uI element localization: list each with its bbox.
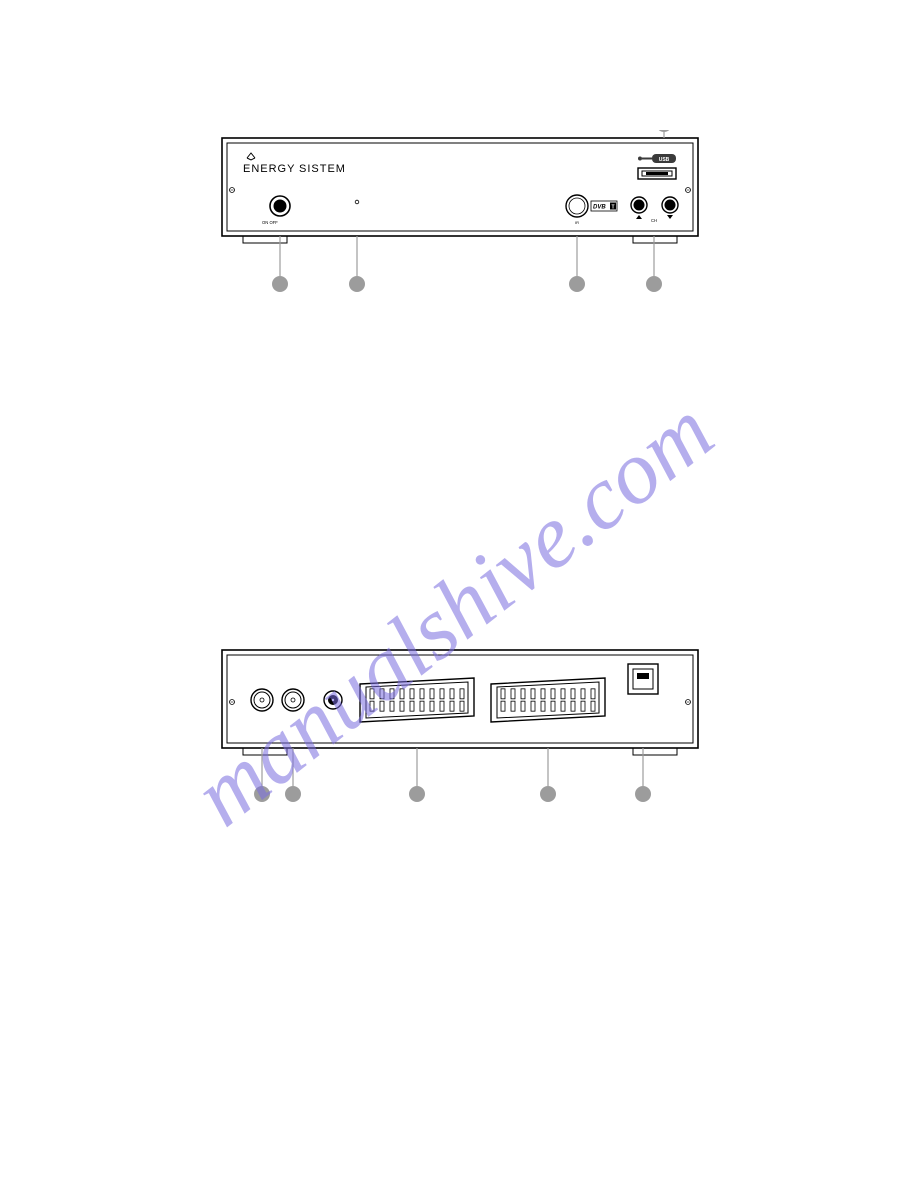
svg-text:IR: IR xyxy=(575,220,579,225)
svg-text:CH: CH xyxy=(651,218,657,223)
svg-text:T: T xyxy=(612,205,615,211)
svg-text:USB: USB xyxy=(659,157,670,163)
front-panel-diagram: ENERGY SISTEM ON OFF IR DVB T CH USB xyxy=(180,130,740,310)
svg-text:DVB: DVB xyxy=(593,205,606,211)
svg-text:ON OFF: ON OFF xyxy=(262,220,278,225)
svg-text:SISTEM: SISTEM xyxy=(299,163,346,175)
page: ENERGYSISTEMON OFFIRDVBTCHUSB manualshiv… xyxy=(0,0,918,1188)
rear-panel-diagram xyxy=(180,642,740,822)
svg-text:ENERGY: ENERGY xyxy=(243,163,295,175)
